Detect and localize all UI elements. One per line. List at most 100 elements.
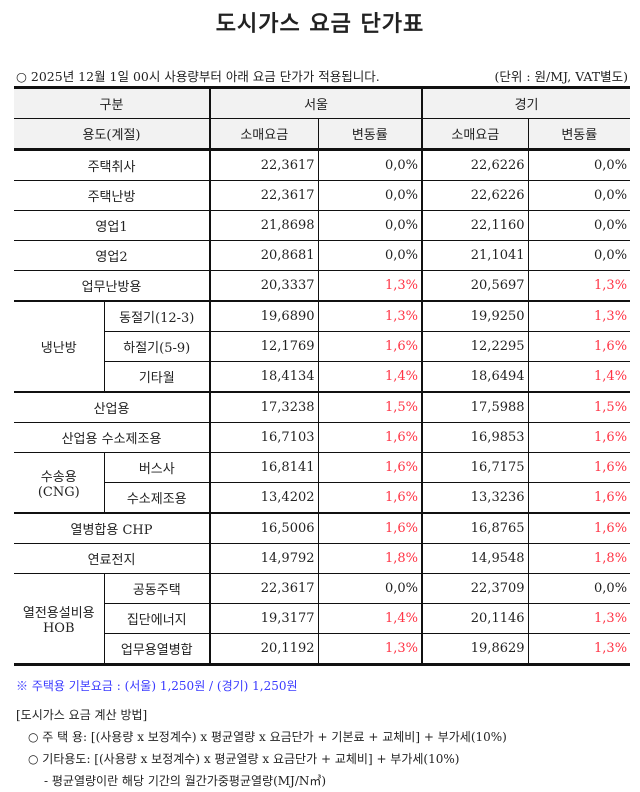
seoul-price: 19,6890	[209, 300, 319, 332]
usage-sub-label: 집단에너지	[103, 603, 211, 634]
gyeonggi-change: 1,6%	[527, 482, 631, 514]
seoul-price: 22,3617	[209, 149, 319, 181]
seoul-change: 0,0%	[317, 240, 423, 271]
gyeonggi-change: 1,6%	[527, 331, 631, 362]
gyeonggi-price: 19,9250	[421, 300, 529, 332]
seoul-change: 1,8%	[317, 543, 423, 574]
seoul-change: 1,5%	[317, 391, 423, 423]
seoul-change: 1,4%	[317, 603, 423, 634]
table-row: 주택난방 22,3617 0,0% 22,6226 0,0%	[14, 180, 631, 211]
table-row: 열병합용 CHP 16,5006 1,6% 16,8765 1,6%	[14, 512, 631, 544]
table-row: 영업2 20,8681 0,0% 21,1041 0,0%	[14, 240, 631, 271]
gyeonggi-change: 1,6%	[527, 452, 631, 483]
seoul-change: 0,0%	[317, 180, 423, 211]
seoul-change: 0,0%	[317, 149, 423, 181]
table-row: 산업용 수소제조용 16,7103 1,6% 16,9853 1,6%	[14, 422, 631, 453]
seoul-price: 16,7103	[209, 422, 319, 453]
usage-label: 연료전지	[14, 543, 211, 574]
usage-group-label: 냉난방	[14, 300, 105, 393]
header-usage: 용도(계절)	[14, 118, 211, 151]
table-row: 수송용 (CNG) 버스사 16,8141 1,6% 16,7175 1,6%	[14, 452, 631, 514]
gyeonggi-change: 1,3%	[527, 270, 631, 302]
seoul-price: 22,3617	[209, 573, 319, 604]
usage-label: 열병합용 CHP	[14, 512, 211, 544]
usage-group-label: 수송용 (CNG)	[14, 452, 105, 514]
seoul-change: 1,6%	[317, 482, 423, 514]
unit-label: (단위 : 원/MJ, VAT별도)	[494, 69, 628, 84]
gyeonggi-price: 20,1146	[421, 603, 529, 634]
gyeonggi-price: 14,9548	[421, 543, 529, 574]
usage-label: 산업용	[14, 391, 211, 423]
gyeonggi-change: 1,4%	[527, 361, 631, 393]
calc-other: ○ 기타용도: [(사용량 x 보정계수) x 평균열량 x 요금단가 + 교체…	[28, 752, 460, 766]
gyeonggi-change: 0,0%	[527, 149, 631, 181]
calc-definition: - 평균열량이란 해당 기간의 월간가중평균열량(MJ/N㎥)	[44, 774, 327, 788]
seoul-price: 20,1192	[209, 633, 319, 665]
gyeonggi-price: 17,5988	[421, 391, 529, 423]
usage-sub-label: 버스사	[103, 452, 211, 483]
seoul-price: 21,8698	[209, 210, 319, 241]
usage-label: 업무난방용	[14, 270, 211, 302]
gyeonggi-price: 16,9853	[421, 422, 529, 453]
usage-sub-label: 하절기(5-9)	[103, 331, 211, 362]
gyeonggi-price: 12,2295	[421, 331, 529, 362]
page-title: 도시가스 요금 단가표	[215, 11, 425, 37]
seoul-price: 20,8681	[209, 240, 319, 271]
gyeonggi-change: 1,5%	[527, 391, 631, 423]
usage-label: 주택난방	[14, 180, 211, 211]
seoul-price: 18,4134	[209, 361, 319, 393]
header-seoul: 서울	[209, 87, 423, 119]
header-gyeonggi: 경기	[421, 87, 631, 119]
header-seoul-change: 변동률	[317, 118, 423, 151]
basic-fee-note: ※ 주택용 기본요금 : (서울) 1,250원 / (경기) 1,250원	[16, 679, 298, 693]
gyeonggi-change: 1,3%	[527, 603, 631, 634]
gyeonggi-price: 20,5697	[421, 270, 529, 302]
table-row: 수소제조용 13,4202 1,6% 13,3236 1,6%	[14, 482, 631, 514]
table-row: 업무난방용 20,3337 1,3% 20,5697 1,3%	[14, 270, 631, 302]
table-row: 업무용열병합 20,1192 1,3% 19,8629 1,3%	[14, 633, 631, 665]
seoul-price: 22,3617	[209, 180, 319, 211]
header-gyeonggi-price: 소매요금	[421, 118, 529, 151]
seoul-change: 0,0%	[317, 573, 423, 604]
seoul-price: 16,8141	[209, 452, 319, 483]
gyeonggi-change: 0,0%	[527, 240, 631, 271]
gyeonggi-change: 1,6%	[527, 422, 631, 453]
seoul-change: 1,3%	[317, 270, 423, 302]
seoul-price: 16,5006	[209, 512, 319, 544]
gyeonggi-price: 21,1041	[421, 240, 529, 271]
seoul-change: 1,6%	[317, 452, 423, 483]
seoul-price: 19,3177	[209, 603, 319, 634]
table-row: 냉난방 동절기(12-3) 19,6890 1,3% 19,9250 1,3%	[14, 300, 631, 393]
seoul-change: 1,6%	[317, 512, 423, 544]
table-row: 기타월 18,4134 1,4% 18,6494 1,4%	[14, 361, 631, 393]
seoul-change: 1,3%	[317, 300, 423, 332]
table-row: 열전용설비용 HOB 공동주택 22,3617 0,0% 22,3709 0,0%	[14, 573, 631, 665]
effective-date-notice: ○ 2025년 12월 1일 00시 사용량부터 아래 요금 단가가 적용됩니다…	[16, 69, 380, 84]
header-category: 구분	[14, 87, 211, 119]
gyeonggi-change: 1,8%	[527, 543, 631, 574]
gyeonggi-price: 16,7175	[421, 452, 529, 483]
gyeonggi-price: 22,1160	[421, 210, 529, 241]
gas-rate-table: 구분 서울 경기 용도(계절) 소매요금 변동률 소매요금 변동률 주택취사 22…	[14, 86, 631, 666]
seoul-price: 12,1769	[209, 331, 319, 362]
seoul-change: 1,6%	[317, 422, 423, 453]
gyeonggi-change: 0,0%	[527, 573, 631, 604]
table-row: 영업1 21,8698 0,0% 22,1160 0,0%	[14, 210, 631, 241]
table-row: 산업용 17,3238 1,5% 17,5988 1,5%	[14, 391, 631, 423]
usage-sub-label: 기타월	[103, 361, 211, 393]
gyeonggi-price: 22,6226	[421, 180, 529, 211]
gyeonggi-price: 16,8765	[421, 512, 529, 544]
table-row: 주택취사 22,3617 0,0% 22,6226 0,0%	[14, 149, 631, 181]
gyeonggi-change: 1,3%	[527, 300, 631, 332]
usage-label: 영업1	[14, 210, 211, 241]
gyeonggi-change: 1,6%	[527, 512, 631, 544]
usage-sub-label: 수소제조용	[103, 482, 211, 514]
gyeonggi-price: 18,6494	[421, 361, 529, 393]
usage-label: 영업2	[14, 240, 211, 271]
calc-residential: ○ 주 택 용: [(사용량 x 보정계수) x 평균열량 x 요금단가 + 기…	[28, 730, 507, 744]
table-row: 연료전지 14,9792 1,8% 14,9548 1,8%	[14, 543, 631, 574]
gyeonggi-change: 0,0%	[527, 210, 631, 241]
gyeonggi-price: 13,3236	[421, 482, 529, 514]
table-row: 집단에너지 19,3177 1,4% 20,1146 1,3%	[14, 603, 631, 634]
header-gyeonggi-change: 변동률	[527, 118, 631, 151]
